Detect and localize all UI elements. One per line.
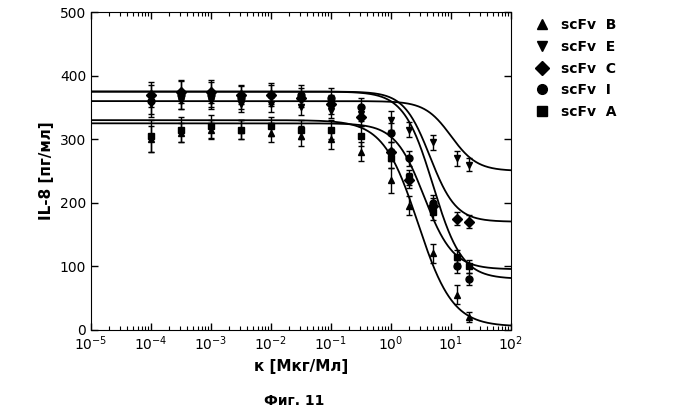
Text: Фиг. 11: Фиг. 11 [264,394,324,407]
X-axis label: к [Мкг/Мл]: к [Мкг/Мл] [254,359,348,374]
Y-axis label: IL-8 [пг/мл]: IL-8 [пг/мл] [39,122,54,220]
Legend: scFv  B, scFv  E, scFv  C, scFv  I, scFv  A: scFv B, scFv E, scFv C, scFv I, scFv A [522,13,622,125]
